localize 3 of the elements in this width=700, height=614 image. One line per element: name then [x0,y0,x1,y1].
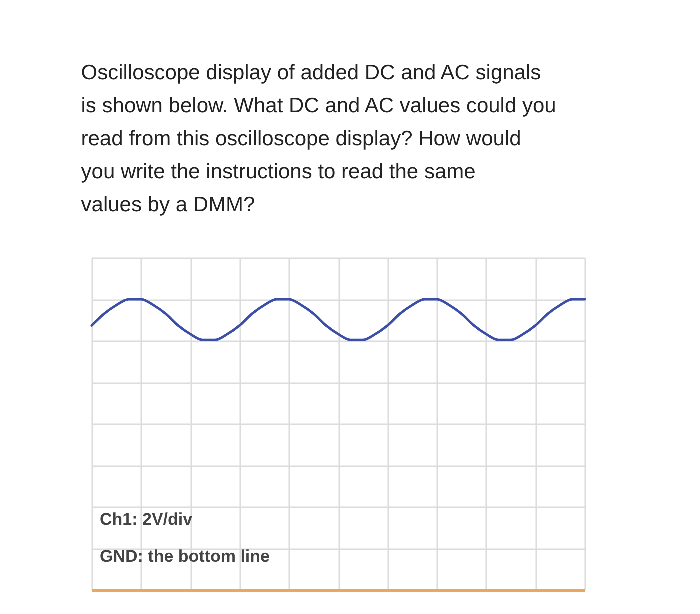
annotation: Ch1: 2V/div [100,510,194,529]
chart-title: Oscilloscope display of added DC and AC signals is shown below. What DC and AC values could you read from this oscilloscope display? How would you write the instructions to read the same values by a DMM? [81,61,556,216]
annotation: GND: the bottom line [100,547,270,566]
